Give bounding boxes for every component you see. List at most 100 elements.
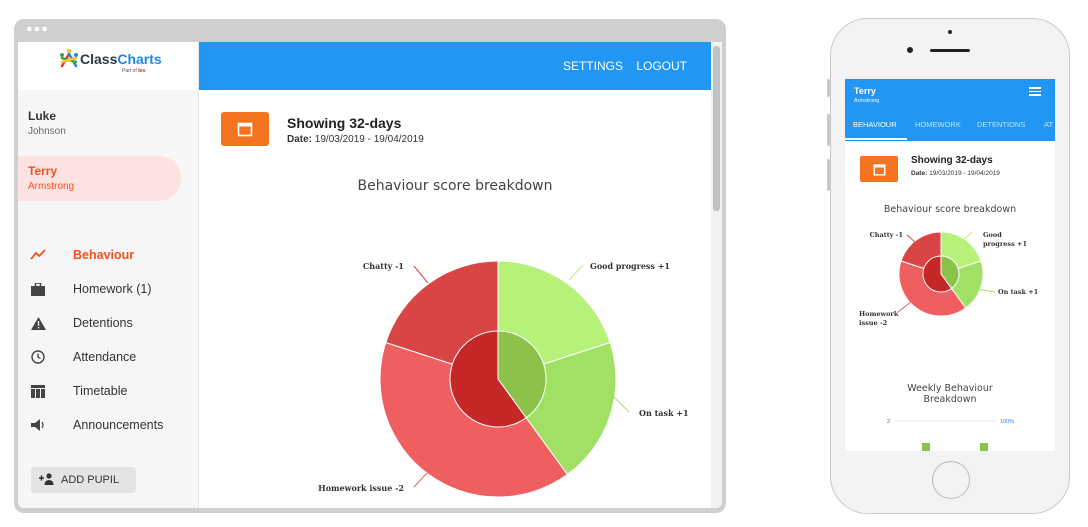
weekly-bar: [980, 443, 988, 451]
mobile-date-range-value: 19/03/2019 - 19/04/2019: [929, 170, 1000, 177]
tab-detentions[interactable]: DETENTIONS: [977, 120, 1026, 129]
add-pupil-label: ADD PUPIL: [61, 474, 120, 486]
mobile-date-label: Date:: [911, 170, 928, 177]
sidebar-item-label: Attendance: [73, 350, 137, 364]
tab-homework[interactable]: HOMEWORK: [915, 120, 961, 129]
showing-period: Showing 32-days: [287, 115, 402, 131]
calendar-icon: [872, 163, 886, 176]
mobile-pie-inner-slice-0[interactable]: [940, 255, 960, 290]
sidebar-item-label: Timetable: [73, 384, 128, 398]
window-controls[interactable]: ●●●: [26, 23, 49, 35]
phone-home-button[interactable]: [932, 461, 970, 499]
weekly-behaviour-title: Weekly Behaviour Breakdown: [907, 383, 993, 405]
date-range-value: 19/03/2019 - 19/04/2019: [314, 134, 424, 145]
chart-title: Behaviour score breakdown: [357, 178, 553, 194]
pupil-terry-armstrong[interactable]: Terry Armstrong: [18, 156, 181, 201]
pie-label-connector-2: [413, 472, 428, 488]
sidebar-item-label: Homework (1): [73, 282, 152, 296]
calendar-icon: [237, 122, 253, 137]
header-bar: SETTINGS LOGOUT: [199, 42, 711, 90]
date-label: Date:: [287, 134, 313, 145]
pie-label-connector-0: [568, 264, 584, 281]
pie-data-label-0-0: Good progress +1: [590, 261, 670, 271]
logo-wordmark: ClassCharts: [80, 51, 162, 67]
pie-data-label-2-0: Homework issue -2: [318, 483, 404, 493]
sidebar-item-announcements[interactable]: Announcements: [18, 408, 199, 442]
weekly-behaviour-chart: 2 100%: [887, 419, 1014, 451]
phone-side-button: [827, 79, 830, 97]
mobile-pie-data-label-1-0: On task +1: [998, 288, 1038, 296]
logo-subtitle: Part of tes: [122, 68, 145, 74]
classcharts-logo[interactable]: ClassCharts Part of tes: [18, 42, 198, 90]
pie-label-connector-3: [413, 265, 429, 284]
phone-camera: [907, 47, 913, 53]
pie-inner-slice-1[interactable]: [449, 330, 527, 428]
weekly-axis-left-label: 2: [887, 419, 890, 425]
logo-brand-b: Charts: [117, 51, 162, 67]
scrollbar-thumb[interactable]: [713, 46, 720, 211]
mobile-pupil-last-name: Armstrong: [854, 98, 880, 104]
date-picker-button[interactable]: [221, 112, 269, 146]
pupil-last-name: Armstrong: [28, 181, 75, 192]
sidebar-nav: Behaviour Homework (1) Detentions: [18, 238, 199, 442]
settings-link[interactable]: SETTINGS: [562, 59, 623, 73]
classcharts-logo-icon: [60, 48, 78, 68]
browser-window: ●●● ClassCharts Part of tes: [14, 19, 726, 513]
mobile-pie-label-connector-3: [906, 234, 916, 243]
behaviour-pie-chart: Good progress +1 On task +1 Homework issue…: [318, 260, 689, 498]
pupil-first-name: Terry: [28, 164, 58, 178]
tab-behaviour[interactable]: BEHAVIOUR: [853, 120, 897, 129]
mobile-pie-data-label-0-0: Good: [983, 231, 1002, 239]
mobile-date-picker-button[interactable]: [860, 156, 898, 182]
add-person-icon: [39, 472, 55, 488]
mobile-pupil-first-name: Terry: [854, 86, 876, 96]
date-range: Date: 19/03/2019 - 19/04/2019: [287, 134, 424, 145]
mobile-pie-data-label-0-1: progress +1: [983, 240, 1027, 248]
pupil-first-name: Luke: [28, 109, 57, 123]
mobile-pie-inner-slice-1[interactable]: [922, 255, 953, 293]
mobile-pie-label-connector-2: [897, 301, 912, 313]
phone-device: Terry Armstrong BEHAVIOUR HOMEWORK DETEN…: [827, 18, 1070, 514]
mobile-pie-label-connector-1: [976, 288, 996, 293]
briefcase-icon: [30, 281, 46, 297]
trend-line-icon: [30, 247, 46, 263]
phone-volume-up: [827, 114, 830, 146]
sidebar-item-detentions[interactable]: Detentions: [18, 306, 199, 340]
mobile-pie-label-connector-0: [961, 231, 973, 242]
header-links: SETTINGS LOGOUT: [553, 59, 687, 73]
logout-link[interactable]: LOGOUT: [636, 59, 687, 73]
sidebar-item-homework[interactable]: Homework (1): [18, 272, 199, 306]
pupil-last-name: Johnson: [28, 126, 66, 137]
sidebar-item-behaviour[interactable]: Behaviour: [18, 238, 199, 272]
pie-label-connector-1: [613, 396, 630, 413]
phone-screen: Terry Armstrong BEHAVIOUR HOMEWORK DETEN…: [845, 79, 1055, 451]
hamburger-menu-icon[interactable]: [1029, 87, 1041, 98]
mobile-date-range: Date: 19/03/2019 - 19/04/2019: [911, 170, 1000, 177]
tab-attendance[interactable]: AT: [1044, 120, 1054, 129]
sidebar-item-label: Behaviour: [73, 248, 135, 262]
pie-data-label-1-0: On task +1: [639, 408, 689, 418]
timetable-icon: [30, 383, 46, 399]
mobile-pie-data-label-2-0: Homework: [859, 310, 899, 318]
logo-brand-a: Class: [80, 51, 118, 67]
pupil-luke-johnson[interactable]: Luke Johnson: [28, 109, 178, 137]
pie-inner-slice-0[interactable]: [497, 330, 547, 419]
warning-icon: [30, 315, 46, 331]
browser-viewport: ClassCharts Part of tes Luke Johnson Ter…: [18, 42, 722, 508]
sidebar-item-attendance[interactable]: Attendance: [18, 340, 199, 374]
add-pupil-button[interactable]: ADD PUPIL: [31, 467, 136, 493]
sidebar-item-timetable[interactable]: Timetable: [18, 374, 199, 408]
mobile-pie-data-label-2-1: issue -2: [859, 319, 887, 327]
megaphone-icon: [30, 417, 46, 433]
mobile-chart-title: Behaviour score breakdown: [883, 204, 1017, 215]
logo-sub-brand: tes: [138, 68, 146, 74]
mobile-showing-period: Showing 32-days: [911, 155, 993, 166]
sidebar: ClassCharts Part of tes Luke Johnson Ter…: [18, 42, 199, 508]
sidebar-item-label: Detentions: [73, 316, 133, 330]
mobile-pie-data-label-3-0: Chatty -1: [870, 231, 903, 239]
clock-icon: [30, 349, 46, 365]
vertical-scrollbar[interactable]: [711, 42, 722, 508]
mobile-header: Terry Armstrong BEHAVIOUR HOMEWORK DETEN…: [845, 79, 1055, 141]
